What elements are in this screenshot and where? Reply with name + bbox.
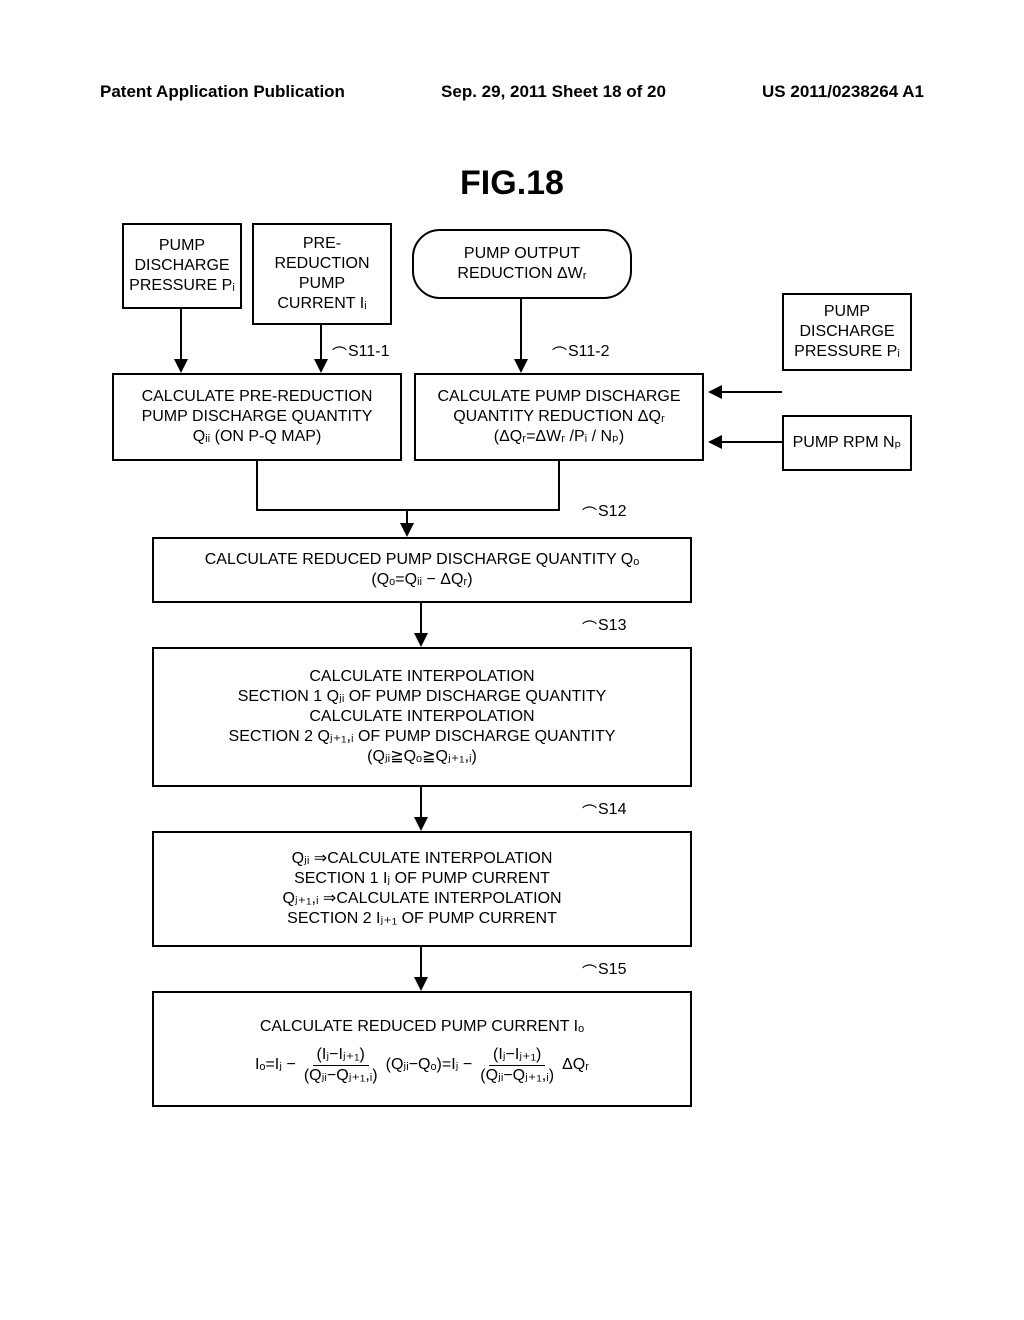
step-label-s13: S13	[598, 617, 626, 635]
denominator: (Qⱼᵢ−Qⱼ₊₁,ᵢ)	[476, 1066, 558, 1086]
edge	[722, 391, 782, 393]
text: SECTION 1 Iⱼ OF PUMP CURRENT	[294, 869, 550, 889]
figure-title: FIG.18	[0, 164, 1024, 203]
text: CALCULATE INTERPOLATION	[309, 707, 534, 727]
arrowhead-icon	[174, 359, 188, 373]
input-pressure-label: PUMP DISCHARGE PRESSURE Pᵢ	[128, 236, 236, 296]
text: (Qₒ=Qᵢᵢ − ΔQᵣ)	[371, 570, 472, 590]
input-pressure2-label: PUMP DISCHARGE PRESSURE Pᵢ	[788, 302, 906, 362]
text: (ΔQᵣ=ΔWᵣ /Pᵢ / Nₚ)	[494, 427, 624, 447]
step-s13: CALCULATE INTERPOLATION SECTION 1 Qⱼᵢ OF…	[152, 647, 692, 787]
denominator: (Qⱼᵢ−Qⱼ₊₁,ᵢ)	[300, 1066, 382, 1086]
arrowhead-icon	[314, 359, 328, 373]
text: SECTION 1 Qⱼᵢ OF PUMP DISCHARGE QUANTITY	[238, 687, 607, 707]
numerator: (Iⱼ−Iⱼ₊₁)	[313, 1045, 369, 1066]
edge	[406, 509, 560, 511]
edge	[180, 309, 182, 363]
text: PUMP DISCHARGE QUANTITY	[142, 407, 373, 427]
formula: Iₒ=Iⱼ − (Iⱼ−Iⱼ₊₁) (Qⱼᵢ−Qⱼ₊₁,ᵢ) (Qⱼᵢ−Qₒ)=…	[255, 1045, 589, 1086]
header-center: Sep. 29, 2011 Sheet 18 of 20	[441, 82, 666, 102]
patent-header: Patent Application Publication Sep. 29, …	[0, 0, 1024, 102]
step-s14: Qⱼᵢ ⇒CALCULATE INTERPOLATION SECTION 1 I…	[152, 831, 692, 947]
step-s15: CALCULATE REDUCED PUMP CURRENT Iₒ Iₒ=Iⱼ …	[152, 991, 692, 1107]
arrowhead-icon	[708, 435, 722, 449]
text: Qⱼᵢ ⇒CALCULATE INTERPOLATION	[292, 849, 553, 869]
arrowhead-icon	[514, 359, 528, 373]
arrowhead-icon	[414, 817, 428, 831]
text: CALCULATE REDUCED PUMP DISCHARGE QUANTIT…	[205, 550, 640, 570]
text: CALCULATE PRE-REDUCTION	[142, 387, 373, 407]
step-label-bracket: ⌒	[582, 617, 597, 638]
edge	[520, 299, 522, 363]
edge	[320, 325, 322, 363]
arrowhead-icon	[414, 633, 428, 647]
input-pressure: PUMP DISCHARGE PRESSURE Pᵢ	[122, 223, 242, 309]
input-current: PRE-REDUCTION PUMP CURRENT Iᵢ	[252, 223, 392, 325]
edge	[420, 603, 422, 637]
text: CALCULATE INTERPOLATION	[309, 667, 534, 687]
edge	[558, 461, 560, 509]
text: QUANTITY REDUCTION ΔQᵣ	[453, 407, 665, 427]
text: SECTION 2 Qⱼ₊₁,ᵢ OF PUMP DISCHARGE QUANT…	[229, 727, 616, 747]
fraction-2: (Iⱼ−Iⱼ₊₁) (Qⱼᵢ−Qⱼ₊₁,ᵢ)	[476, 1045, 558, 1086]
formula-mid: (Qⱼᵢ−Qₒ)=Iⱼ −	[386, 1055, 473, 1075]
edge	[256, 509, 406, 511]
text: Qⱼ₊₁,ᵢ ⇒CALCULATE INTERPOLATION	[282, 889, 561, 909]
input-output-reduction: PUMP OUTPUT REDUCTION ΔWᵣ	[412, 229, 632, 299]
numerator: (Iⱼ−Iⱼ₊₁)	[489, 1045, 545, 1066]
step-label-bracket: ⌒	[582, 961, 597, 982]
input-rpm-label: PUMP RPM Nₚ	[793, 433, 902, 453]
input-pressure-2: PUMP DISCHARGE PRESSURE Pᵢ	[782, 293, 912, 371]
input-current-label: PRE-REDUCTION PUMP CURRENT Iᵢ	[258, 234, 386, 314]
step-label-bracket: ⌒	[552, 343, 567, 364]
input-output-reduction-label: PUMP OUTPUT REDUCTION ΔWᵣ	[418, 244, 626, 284]
edge	[256, 461, 258, 509]
step-label-s14: S14	[598, 801, 626, 819]
step-s12: CALCULATE REDUCED PUMP DISCHARGE QUANTIT…	[152, 537, 692, 603]
formula-rhs: ΔQᵣ	[562, 1055, 589, 1075]
header-right: US 2011/0238264 A1	[762, 82, 924, 102]
step-label-bracket: ⌒	[582, 801, 597, 822]
text: SECTION 2 Iⱼ₊₁ OF PUMP CURRENT	[287, 909, 557, 929]
step-label-s11-2: S11-2	[568, 343, 610, 361]
edge	[420, 787, 422, 821]
step-label-s11-1: S11-1	[348, 343, 390, 361]
arrowhead-icon	[414, 977, 428, 991]
formula-lhs: Iₒ=Iⱼ −	[255, 1055, 296, 1075]
input-rpm: PUMP RPM Nₚ	[782, 415, 912, 471]
fraction-1: (Iⱼ−Iⱼ₊₁) (Qⱼᵢ−Qⱼ₊₁,ᵢ)	[300, 1045, 382, 1086]
arrowhead-icon	[400, 523, 414, 537]
text: CALCULATE PUMP DISCHARGE	[437, 387, 680, 407]
step-label-s15: S15	[598, 961, 626, 979]
step-label-bracket: ⌒	[332, 343, 347, 364]
edge	[722, 441, 782, 443]
step-s11-1: CALCULATE PRE-REDUCTION PUMP DISCHARGE Q…	[112, 373, 402, 461]
flowchart: PUMP DISCHARGE PRESSURE Pᵢ PRE-REDUCTION…	[82, 223, 942, 1183]
text: Qᵢᵢ (ON P-Q MAP)	[193, 427, 322, 447]
arrowhead-icon	[708, 385, 722, 399]
header-left: Patent Application Publication	[100, 82, 345, 102]
edge	[420, 947, 422, 981]
text: (Qⱼᵢ≧Qₒ≧Qⱼ₊₁,ᵢ)	[367, 747, 477, 767]
step-s11-2: CALCULATE PUMP DISCHARGE QUANTITY REDUCT…	[414, 373, 704, 461]
text: CALCULATE REDUCED PUMP CURRENT Iₒ	[260, 1017, 584, 1037]
step-label-bracket: ⌒	[582, 503, 597, 524]
step-label-s12: S12	[598, 503, 626, 521]
